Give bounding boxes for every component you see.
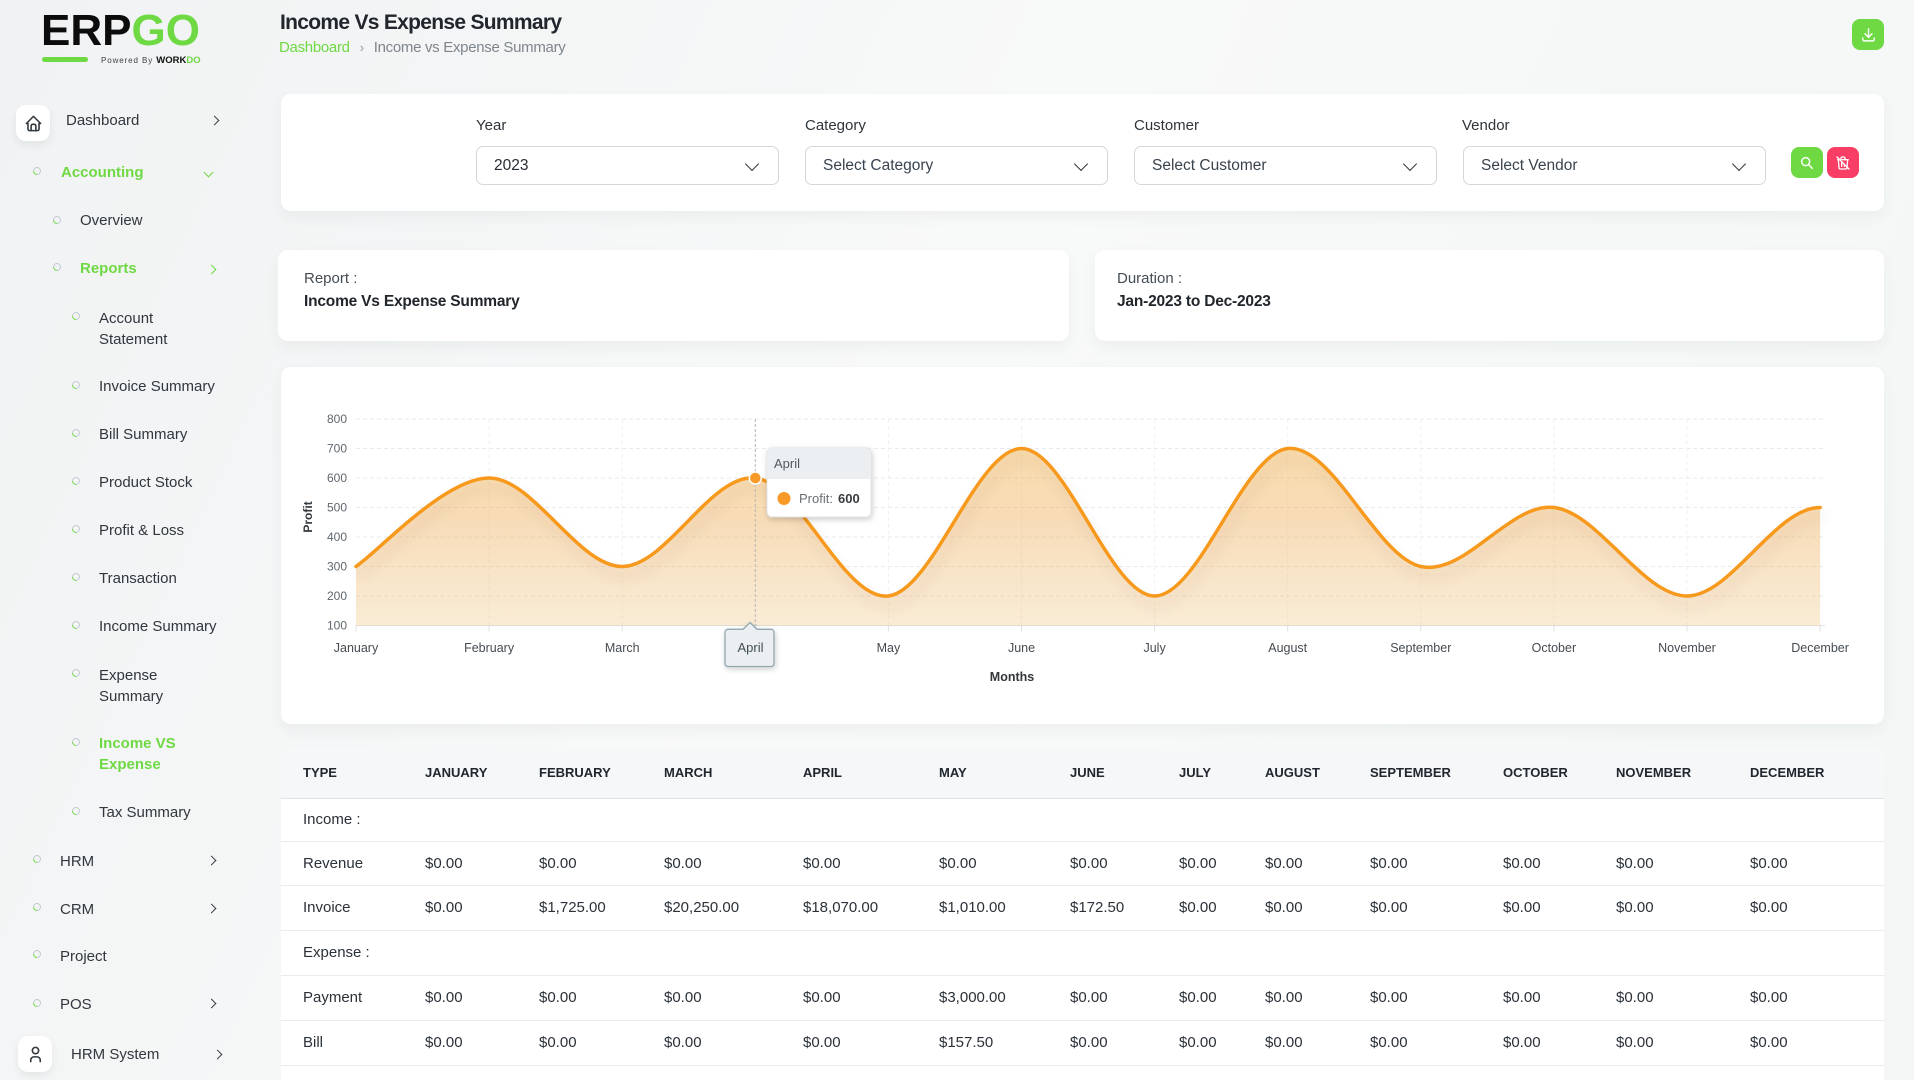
svg-text:September: September: [1390, 641, 1451, 655]
svg-text:600: 600: [327, 471, 347, 485]
svg-text:500: 500: [327, 501, 347, 515]
svg-text:July: July: [1143, 641, 1166, 655]
svg-text:November: November: [1658, 641, 1716, 655]
svg-text:200: 200: [327, 589, 347, 603]
svg-text:October: October: [1532, 641, 1576, 655]
svg-text:May: May: [877, 641, 901, 655]
svg-text:March: March: [605, 641, 640, 655]
svg-text:100: 100: [327, 619, 347, 633]
svg-text:300: 300: [327, 560, 347, 574]
svg-text:800: 800: [327, 412, 347, 426]
svg-text:December: December: [1791, 641, 1849, 655]
svg-text:February: February: [464, 641, 515, 655]
svg-text:April: April: [774, 456, 800, 471]
svg-text:Profit: Profit: [301, 501, 315, 532]
svg-text:400: 400: [327, 530, 347, 544]
svg-text:600: 600: [838, 491, 860, 506]
svg-text:June: June: [1008, 641, 1035, 655]
svg-text:Months: Months: [990, 670, 1034, 684]
svg-text:January: January: [334, 641, 379, 655]
svg-text:Profit:: Profit:: [799, 491, 833, 506]
svg-text:700: 700: [327, 442, 347, 456]
svg-text:April: April: [737, 640, 763, 655]
svg-text:August: August: [1268, 641, 1307, 655]
